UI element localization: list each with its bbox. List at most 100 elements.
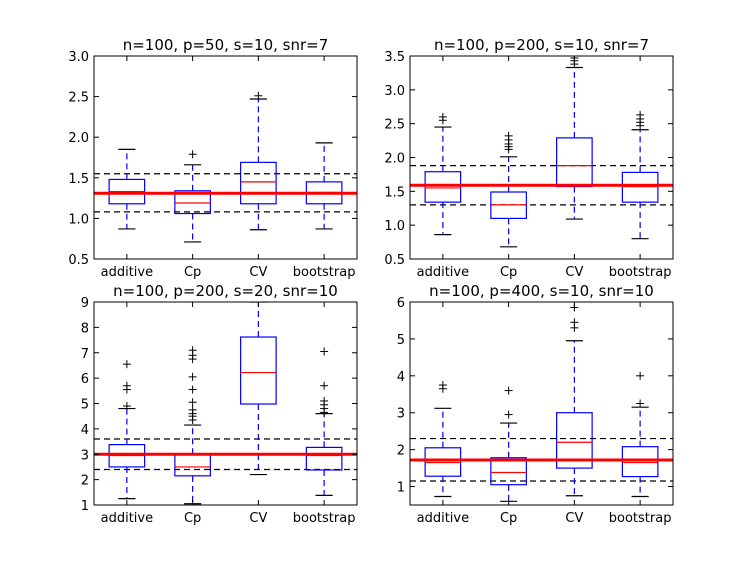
outlier-marker: [636, 399, 645, 408]
box-CV: [556, 303, 593, 497]
y-tick-label: 7: [81, 347, 89, 362]
box-CV: [556, 56, 593, 220]
box-CV: [240, 302, 277, 476]
y-tick-label: 1: [81, 499, 89, 514]
y-tick-label: 2: [81, 474, 89, 489]
y-tick-label: 0.5: [384, 253, 405, 268]
plot-area: [94, 302, 357, 505]
x-tick-label-CV: CV: [565, 265, 583, 280]
y-tick-label: 0.5: [68, 253, 89, 268]
outlier-marker: [188, 346, 197, 355]
chart-title: n=100, p=200, s=10, snr=7: [434, 36, 649, 54]
iqr-box: [240, 336, 277, 405]
plot-area: [94, 91, 357, 243]
y-tick-label: 8: [81, 321, 89, 336]
x-tick-label-Cp: Cp: [500, 511, 517, 526]
iqr-box: [305, 446, 343, 471]
chart-title: n=100, p=400, s=10, snr=10: [429, 282, 654, 300]
outlier-marker: [320, 381, 329, 390]
iqr-box: [240, 161, 277, 205]
iqr-box: [621, 446, 659, 478]
y-tick-label: 3: [81, 448, 89, 463]
x-tick-label-Cp: Cp: [184, 511, 201, 526]
y-tick-label: 5: [81, 398, 89, 413]
y-tick-label: 3: [397, 407, 405, 422]
x-tick-label-bootstrap: bootstrap: [609, 265, 672, 280]
box-bootstrap: [305, 142, 343, 230]
subplot-2: 0.5 1.0 1.5 2.0 2.5 3.0 3.5 additive Cp CV bootstr…: [384, 36, 674, 280]
axes-frame: [93, 55, 358, 260]
outlier-marker: [438, 381, 447, 390]
y-tick-label: 2.0: [384, 152, 405, 167]
outlier-marker: [504, 386, 513, 395]
x-tick-label-bootstrap: bootstrap: [293, 511, 356, 526]
y-tick-label: 9: [81, 296, 89, 311]
box-additive: [108, 148, 146, 230]
box-Cp: [490, 131, 527, 248]
outlier-marker: [254, 91, 263, 100]
x-tick-label-CV: CV: [249, 265, 267, 280]
box-additive: [108, 360, 146, 500]
y-tick-label: 3.0: [68, 50, 89, 65]
x-tick-label-CV: CV: [565, 511, 583, 526]
iqr-box: [424, 171, 462, 203]
axes-frame: [409, 55, 674, 260]
outlier-marker: [636, 110, 645, 119]
x-tick-label-Cp: Cp: [184, 265, 201, 280]
chart-title: n=100, p=200, s=20, snr=10: [113, 282, 338, 300]
outlier-marker: [504, 131, 513, 140]
outlier-marker: [188, 150, 197, 159]
y-tick-label: 3.5: [384, 50, 405, 65]
outlier-marker: [188, 405, 197, 414]
outlier-marker: [320, 396, 329, 405]
y-tick-label: 1.0: [68, 212, 89, 227]
x-tick-label-bootstrap: bootstrap: [293, 265, 356, 280]
x-tick-label-additive: additive: [101, 265, 153, 280]
iqr-box: [621, 171, 659, 203]
y-tick-label: 2.0: [68, 131, 89, 146]
y-tick-label: 1.5: [68, 172, 89, 187]
outlier-marker: [188, 385, 197, 394]
iqr-box: [174, 190, 211, 215]
outlier-marker: [188, 398, 197, 407]
box-bootstrap: [305, 347, 343, 496]
iqr-box: [490, 457, 527, 486]
y-tick-label: 2.5: [384, 118, 405, 133]
outlier-marker: [122, 402, 131, 411]
y-tick-label: 4: [397, 370, 405, 385]
y-tick-label: 6: [81, 372, 89, 387]
axes-frame: [93, 301, 358, 506]
box-additive: [424, 112, 462, 236]
y-tick-label: 2: [397, 444, 405, 459]
outlier-marker: [636, 371, 645, 380]
box-Cp: [174, 346, 211, 505]
x-tick-label-Cp: Cp: [500, 265, 517, 280]
box-Cp: [174, 150, 211, 243]
outlier-marker: [122, 360, 131, 369]
axes-frame: [409, 301, 674, 506]
y-tick-label: 2.5: [68, 91, 89, 106]
outlier-marker: [438, 112, 447, 121]
outlier-marker: [504, 410, 513, 419]
box-bootstrap: [621, 371, 659, 498]
y-tick-label: 4: [81, 423, 89, 438]
subplot-4: 1 2 3 4 5 6 additive Cp CV bootstrap n=100, p=400,…: [397, 282, 674, 526]
box-Cp: [490, 386, 527, 502]
x-tick-label-additive: additive: [417, 265, 469, 280]
y-tick-label: 1.0: [384, 219, 405, 234]
iqr-box: [556, 137, 593, 188]
y-tick-label: 3.0: [384, 84, 405, 99]
x-tick-label-bootstrap: bootstrap: [609, 511, 672, 526]
box-additive: [424, 381, 462, 498]
outlier-marker: [122, 381, 131, 390]
outlier-marker: [188, 372, 197, 381]
box-CV: [240, 91, 277, 231]
y-tick-label: 6: [397, 296, 405, 311]
outlier-marker: [570, 318, 579, 327]
plot-area: [410, 56, 673, 248]
iqr-box: [556, 412, 593, 469]
y-tick-label: 1: [397, 481, 405, 496]
chart-title: n=100, p=50, s=10, snr=7: [123, 36, 329, 54]
y-tick-label: 5: [397, 333, 405, 348]
subplot-3: 1 2 3 4 5 6 7 8 9 additive Cp CV bootstrap n=100, p=2…: [81, 282, 358, 526]
